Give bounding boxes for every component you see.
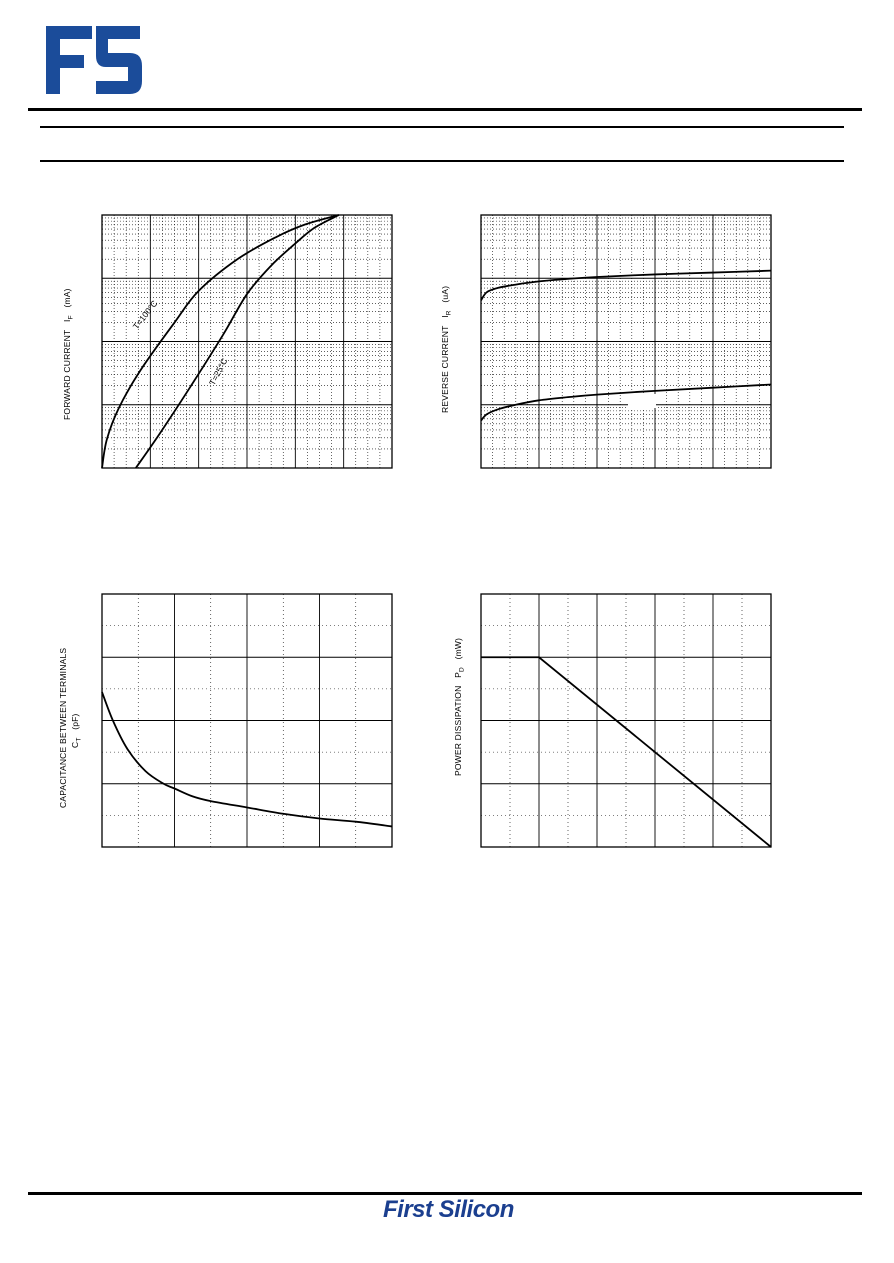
power-dissipation-chart [480, 593, 772, 848]
curve-label-25c: T=25°C [207, 357, 230, 387]
power-dissipation-series-1 [481, 656, 772, 848]
plot-frame [480, 214, 772, 469]
capacitance-chart [101, 593, 393, 848]
reverse-current-axis-label: REVERSE CURRENT IR (uA) [440, 285, 453, 413]
forward-current-series-2 [135, 214, 340, 469]
plot-frame [101, 214, 393, 469]
plot-frame [480, 593, 772, 848]
reverse-current-chart [480, 214, 772, 469]
header-rule-2 [40, 160, 844, 162]
fs-logo [46, 26, 142, 94]
reverse-current-series-1 [480, 269, 772, 301]
reverse-current-series-2 [480, 383, 772, 422]
forward-current-series-1 [101, 214, 340, 469]
power-dissipation-axis-label: POWER DISSIPATION PD (mW) [453, 637, 466, 776]
footer-rule [28, 1192, 862, 1195]
forward-current-axis-label: FORWARD CURRENT IF (mA) [62, 288, 75, 420]
footer-brand-text: First Silicon [383, 1196, 514, 1223]
header-rule-1 [40, 126, 844, 128]
capacitance-series-1 [101, 691, 393, 828]
forward-current-chart: T=100°CT=25°C [101, 214, 393, 469]
plot-frame [101, 593, 393, 848]
header-rule-thick [28, 108, 862, 111]
capacitance-axis-label-line1: CAPACITANCE BETWEEN TERMINALS [58, 647, 68, 808]
capacitance-axis-label-line2: CT (pF) [70, 713, 83, 748]
label-gap [628, 394, 656, 408]
